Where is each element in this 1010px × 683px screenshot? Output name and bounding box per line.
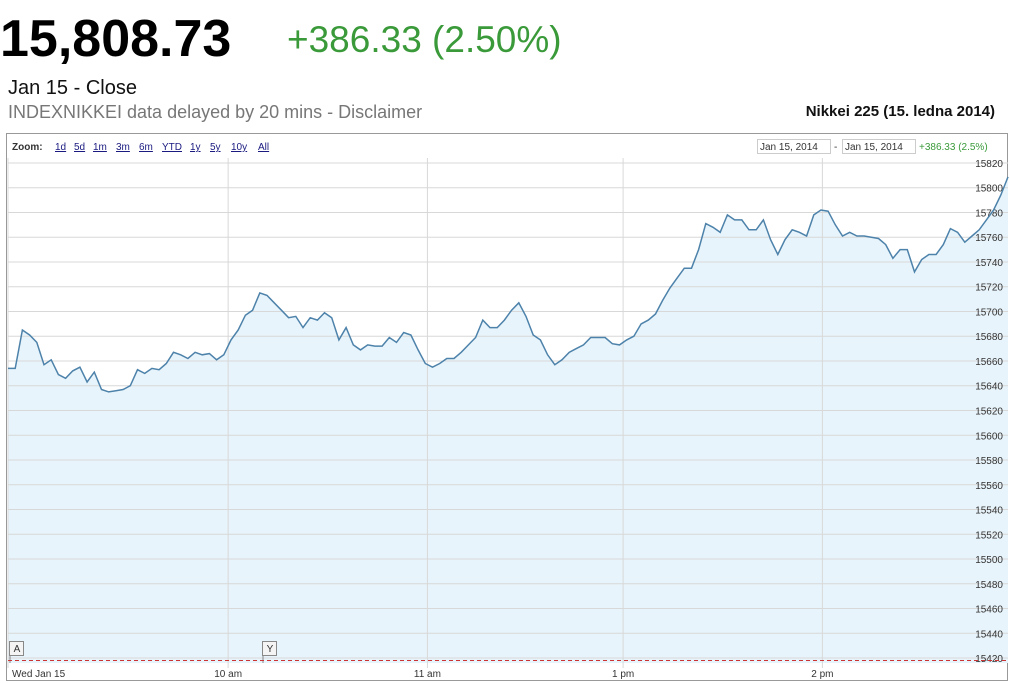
flag-label: Y [267, 644, 274, 655]
close-date: Jan 15 - Close [8, 77, 137, 99]
y-tick-label: 15800 [975, 184, 1003, 195]
flag [262, 641, 277, 656]
price: 15,808.73 [0, 10, 231, 68]
y-tick-label: 15500 [975, 555, 1003, 566]
range-to[interactable]: Jan 15, 2014 [845, 142, 903, 153]
price-line [8, 176, 1009, 393]
zoom-option[interactable]: 1d [55, 142, 66, 153]
x-tick-label: Wed Jan 15 [12, 669, 66, 680]
zoom-option[interactable]: YTD [162, 142, 182, 153]
zoom-option[interactable]: 5d [74, 142, 85, 153]
y-tick-label: 15580 [975, 456, 1003, 467]
zoom-option[interactable]: 10y [231, 142, 247, 153]
y-tick-label: 15480 [975, 580, 1003, 591]
x-tick-label: 2 pm [811, 669, 833, 680]
y-tick-label: 15740 [975, 258, 1003, 269]
y-tick-label: 15660 [975, 357, 1003, 368]
zoom-option[interactable]: 1m [93, 142, 107, 153]
y-tick-label: 15640 [975, 382, 1003, 393]
y-tick-label: 15540 [975, 506, 1003, 517]
price-change: +386.33 (2.50%) [287, 19, 562, 60]
y-tick-label: 15680 [975, 332, 1003, 343]
flag-label: A [14, 644, 21, 655]
range-change: +386.33 (2.5%) [919, 142, 988, 153]
y-tick-label: 15720 [975, 283, 1003, 294]
chart-title: Nikkei 225 (15. ledna 2014) [806, 103, 995, 120]
range-box[interactable] [842, 139, 916, 154]
zoom-option[interactable]: All [258, 142, 269, 153]
y-tick-label: 15700 [975, 307, 1003, 318]
toolbar: Zoom: Jan 15, 2014 - Jan 15, 2014 +386.3… [12, 139, 988, 154]
y-tick-label: 15620 [975, 407, 1003, 418]
zoom-option[interactable]: 5y [210, 142, 221, 153]
x-tick-label: 11 am [414, 669, 441, 680]
y-tick-label: 15560 [975, 481, 1003, 492]
plot: 15420 15440 15460 15480 15500 15520 15540 15560… [7, 158, 1009, 680]
y-tick-label: 15600 [975, 431, 1003, 442]
y-tick-label: 15460 [975, 605, 1003, 616]
flag [9, 641, 24, 656]
delay-note: INDEXNIKKEI data delayed by 20 mins - Di… [8, 102, 422, 122]
range-from[interactable]: Jan 15, 2014 [760, 142, 818, 153]
zoom-option[interactable]: 3m [116, 142, 130, 153]
range-sep: - [834, 142, 837, 153]
range-box[interactable] [757, 139, 831, 154]
zoom-option[interactable]: 6m [139, 142, 153, 153]
y-tick-label: 15440 [975, 629, 1003, 640]
zoom-option[interactable]: 1y [190, 142, 201, 153]
y-tick-label: 15820 [975, 159, 1003, 170]
y-tick-label: 15760 [975, 233, 1003, 244]
x-tick-label: 1 pm [612, 669, 634, 680]
x-tick-label: 10 am [214, 669, 242, 680]
y-tick-label: 15780 [975, 208, 1003, 219]
y-tick-label: 15420 [975, 654, 1003, 665]
y-tick-label: 15520 [975, 530, 1003, 541]
zoom-label: Zoom: [12, 142, 43, 153]
